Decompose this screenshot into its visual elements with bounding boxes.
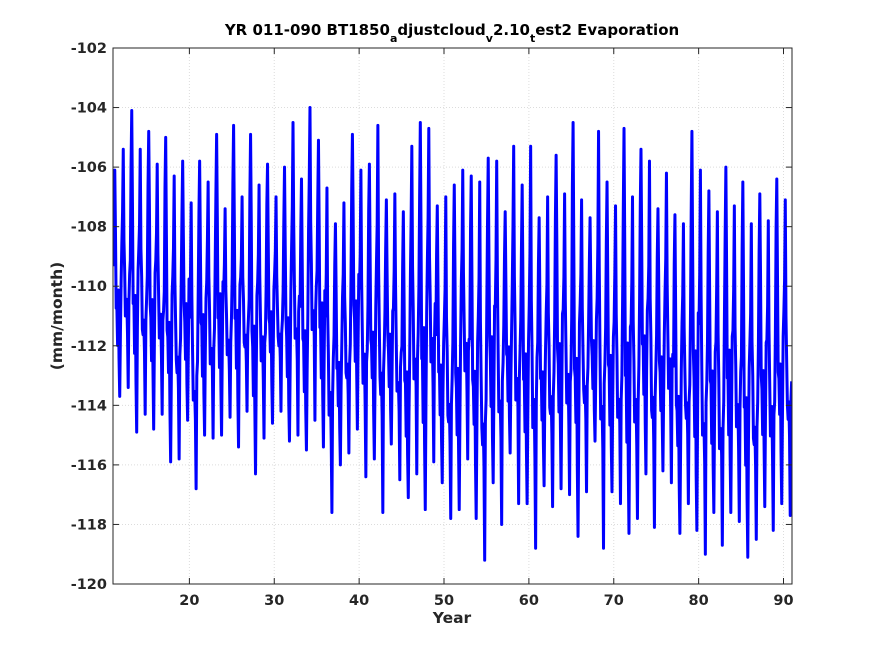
axis-ticks: 20 30 40 50 60 70 80 90 -120 -118 -116 -114 -112 -110… [71, 41, 794, 609]
chart-title-part: t [530, 32, 535, 45]
y-tick-label: -106 [71, 160, 107, 176]
x-tick-label: 60 [519, 593, 539, 609]
y-tick-label: -102 [71, 41, 107, 57]
x-tick-label: 90 [773, 593, 793, 609]
x-tick-label: 70 [604, 593, 624, 609]
chart-title-part: djustcloud [397, 21, 485, 39]
chart-title-part: v [486, 32, 494, 45]
y-axis-label: (mm/month) [48, 262, 66, 370]
x-axis-label: Year [432, 609, 472, 627]
chart-title-part: est2 Evaporation [535, 21, 679, 39]
chart-title: YR 011-090 BT1850adjustcloudv2.10test2 E… [224, 21, 679, 45]
plot-frame [112, 47, 793, 585]
chart-title-part: a [390, 32, 397, 45]
y-tick-label: -116 [71, 458, 107, 474]
x-tick-label: 50 [434, 593, 454, 609]
series-layer [113, 106, 792, 562]
y-tick-label: -108 [71, 220, 107, 236]
y-tick-label: -110 [71, 279, 107, 295]
y-tick-label: -120 [71, 577, 107, 593]
chart-title-part: 2.10 [493, 21, 530, 39]
y-tick-label: -112 [71, 339, 107, 355]
chart-title-part: YR 011-090 BT1850 [224, 21, 390, 39]
series-line [113, 106, 792, 562]
x-tick-label: 20 [179, 593, 199, 609]
x-tick-label: 80 [689, 593, 709, 609]
x-tick-label: 40 [349, 593, 369, 609]
y-tick-label: -118 [71, 517, 107, 533]
y-tick-label: -104 [71, 101, 107, 117]
x-tick-label: 30 [264, 593, 284, 609]
y-tick-label: -114 [71, 398, 107, 414]
